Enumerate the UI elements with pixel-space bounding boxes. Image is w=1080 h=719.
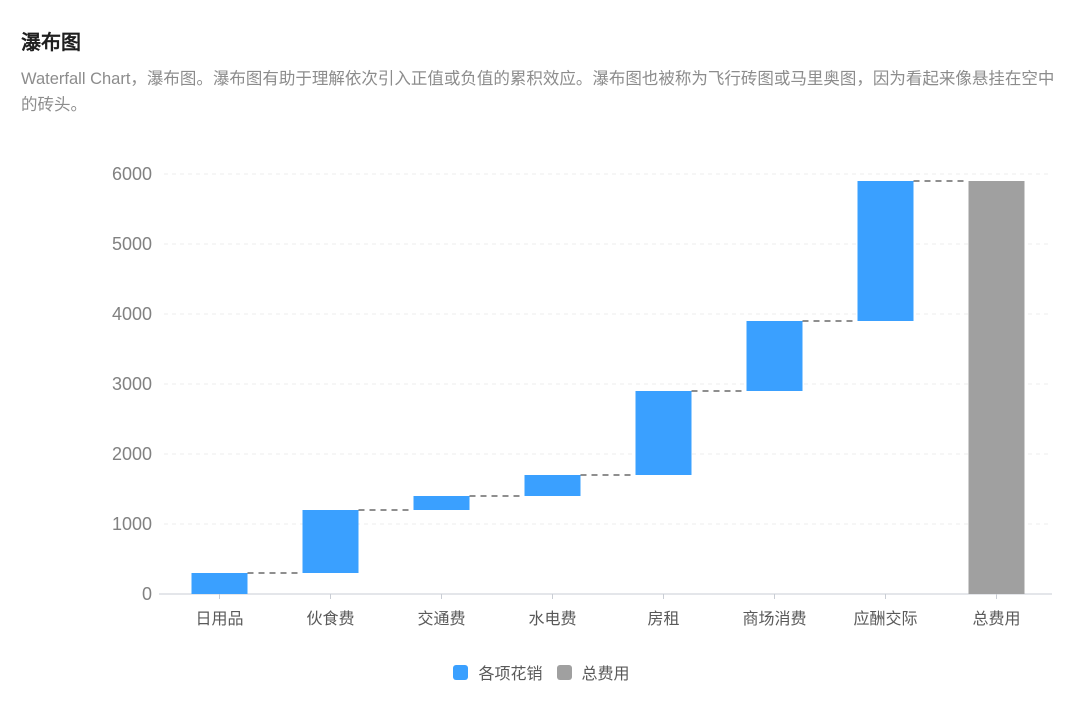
y-axis-tick-label: 6000: [112, 164, 152, 184]
y-axis-tick-label: 3000: [112, 374, 152, 394]
page-title: 瀑布图: [21, 32, 81, 54]
legend-marker-total-icon: [556, 664, 572, 680]
legend-label-total: 总费用: [581, 666, 630, 683]
x-axis-label-房租: 房租: [647, 610, 679, 628]
legend-item-expenses[interactable]: 各项花销: [453, 660, 543, 684]
chart-legend: 各项花销 总费用: [21, 660, 1062, 684]
page-description: Waterfall Chart，瀑布图。瀑布图有助于理解依次引入正值或负值的累积…: [21, 70, 1055, 114]
y-axis-tick-label: 5000: [112, 234, 152, 254]
waterfall-bar-应酬交际[interactable]: [857, 181, 914, 321]
legend-marker-expenses-icon: [453, 664, 469, 680]
x-axis-label-商场消费: 商场消费: [742, 610, 806, 628]
x-axis-label-交通费: 交通费: [417, 610, 465, 628]
x-axis-label-日用品: 日用品: [195, 611, 243, 628]
x-axis-label-伙食费: 伙食费: [306, 610, 354, 628]
waterfall-bar-日用品[interactable]: [191, 573, 248, 594]
x-axis-label-总费用: 总费用: [972, 610, 1020, 628]
y-axis-tick-label: 4000: [112, 304, 152, 324]
y-axis-tick-label: 2000: [112, 444, 152, 464]
waterfall-bar-交通费[interactable]: [413, 496, 470, 510]
y-axis-tick-label: 0: [142, 584, 152, 604]
waterfall-chart: 0 1000 2000 3000 4000 5000 6000 日用品 伙食费 交通费 水电费 房租 商…: [21, 134, 1062, 684]
waterfall-bar-商场消费[interactable]: [746, 321, 803, 391]
waterfall-bar-伙食费[interactable]: [302, 510, 359, 573]
waterfall-bar-总费用[interactable]: [968, 181, 1025, 594]
legend-label-expenses: 各项花销: [478, 666, 543, 683]
x-axis-label-水电费: 水电费: [528, 610, 576, 628]
legend-item-total[interactable]: 总费用: [556, 660, 630, 684]
waterfall-chart-svg: 0 1000 2000 3000 4000 5000 6000 日用品 伙食费 交通费 水电费 房租 商…: [112, 164, 1052, 628]
y-axis-tick-label: 1000: [112, 514, 152, 534]
waterfall-bar-房租[interactable]: [635, 391, 692, 475]
x-axis-label-应酬交际: 应酬交际: [853, 609, 917, 628]
waterfall-bar-水电费[interactable]: [524, 475, 581, 496]
